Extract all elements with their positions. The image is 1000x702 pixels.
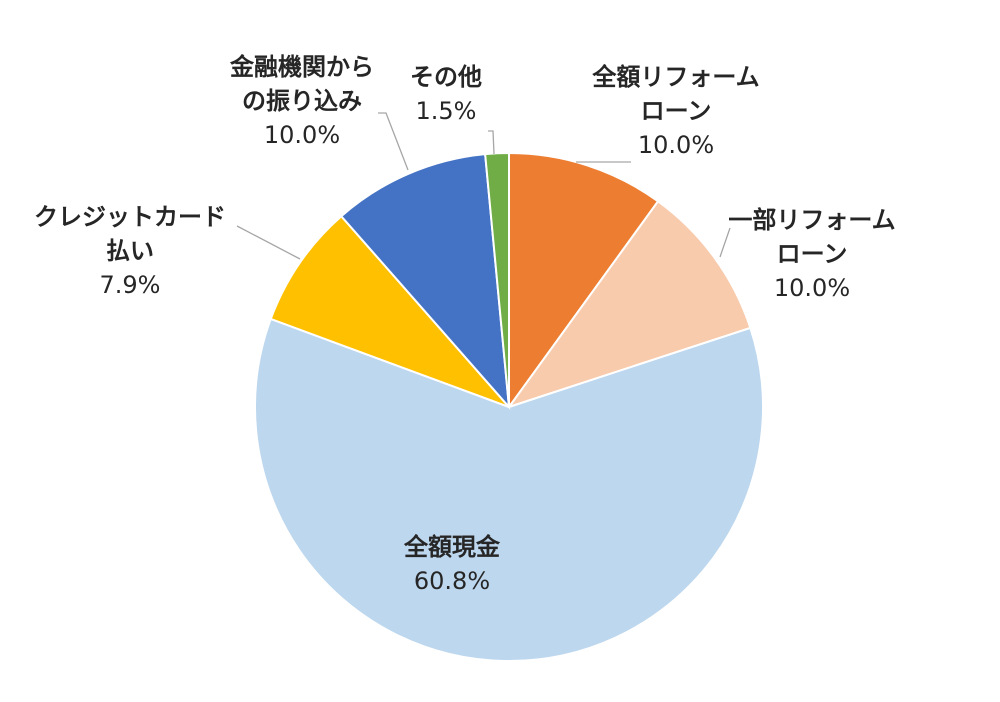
slice-label-value: 10.0% (638, 131, 714, 159)
pie-slice-4 (269, 214, 510, 408)
slice-label-value: 7.9% (100, 271, 161, 299)
slice-label-value: 60.8% (414, 567, 490, 595)
slice-label-value: 10.0% (264, 121, 340, 149)
slice-label-name: ローン (641, 97, 712, 125)
pie-slice-5 (339, 153, 511, 410)
slices-layer (254, 151, 764, 662)
leader-line-4 (236, 225, 301, 260)
pie-slice-6 (484, 151, 510, 408)
leader-line-2 (719, 227, 731, 258)
slice-label-name: 払い (106, 237, 154, 265)
pie-slice-1 (508, 151, 660, 411)
slice-label-name: 全額リフォーム (591, 63, 759, 91)
slice-label-name: 一部リフォーム (728, 206, 895, 234)
leader-lines-layer (236, 112, 731, 260)
leader-line-5 (378, 112, 409, 171)
pie-slice-2 (506, 199, 752, 409)
slice-label-name: の振り込み (242, 87, 362, 115)
labels-layer: 全額リフォームローン10.0%一部リフォームローン10.0%全額現金60.8%ク… (34, 53, 896, 595)
slice-label-name: 金融機関から (229, 53, 374, 81)
leader-line-6 (488, 130, 495, 155)
slice-label-value: 10.0% (774, 274, 850, 302)
data-label-6: その他 1.5% (410, 63, 482, 125)
slice-label-name: クレジットカード (34, 203, 226, 231)
slice-label-name: ローン (777, 240, 848, 268)
slice-label-name: 全額現金 (403, 533, 501, 561)
pie-slice-3 (254, 317, 764, 662)
slice-label-value: 1.5% (416, 97, 477, 125)
slice-label-name: その他 (410, 63, 482, 91)
data-label-3: 全額現金 60.8% (403, 533, 501, 595)
